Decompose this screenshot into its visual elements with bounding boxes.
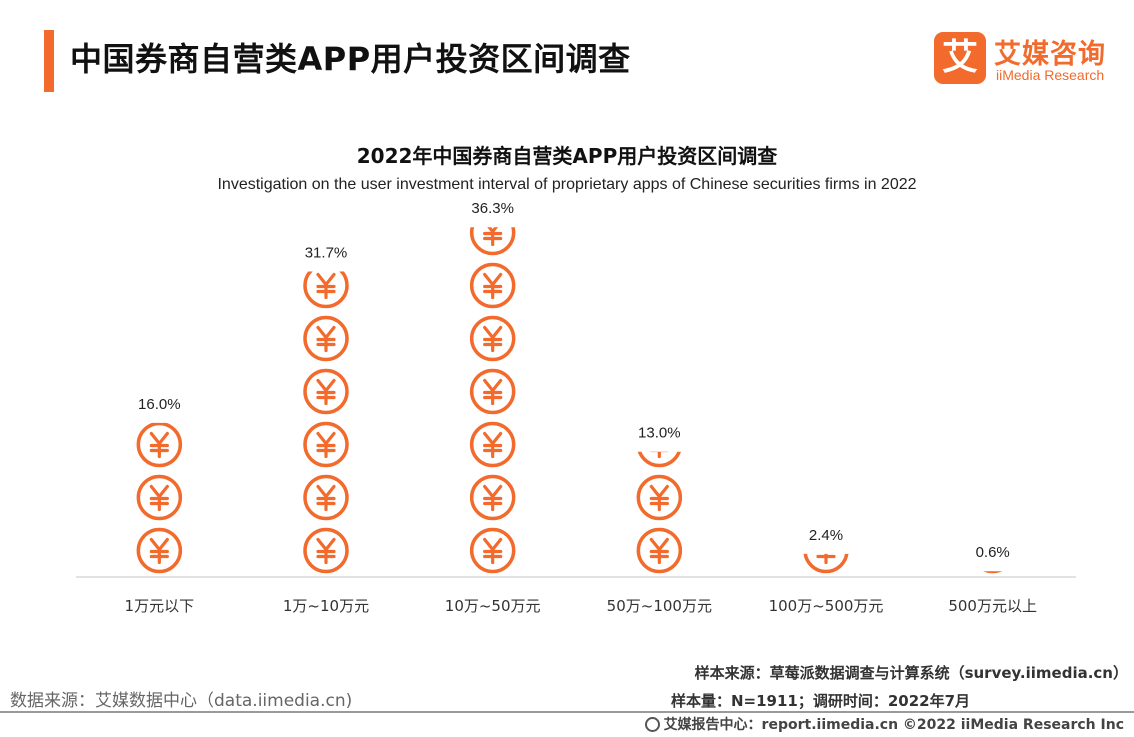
bar-3: [636, 451, 683, 574]
yuan-coin-icon: [469, 474, 516, 521]
bar-5: [983, 571, 1003, 574]
x-tick-label: 100万~500万元: [769, 597, 884, 615]
bar-1: [303, 271, 349, 574]
bar-0: [136, 422, 183, 574]
data-label: 13.0%: [638, 425, 681, 442]
x-tick-label: 500万元以上: [948, 597, 1037, 615]
yuan-coin-icon: [469, 527, 516, 574]
sample-size: 样本量：N=1911；调研时间：2022年7月: [671, 692, 971, 710]
logo-english-name: iiMedia Research: [996, 67, 1105, 83]
yuan-coin-icon: [136, 474, 183, 521]
data-source: 数据来源：艾媒数据中心（data.iimedia.cn): [10, 691, 353, 711]
x-tick-label: 50万~100万元: [607, 597, 712, 615]
title-accent-bar: [44, 30, 54, 92]
chart-title: 2022年中国券商自营类APP用户投资区间调查: [356, 144, 778, 168]
yuan-coin-icon: [636, 527, 683, 574]
yuan-coin-icon: [469, 315, 516, 362]
brand-logo: 艾 艾媒咨询 iiMedia Research: [934, 32, 1124, 88]
copyright-text: 艾媒报告中心：report.iimedia.cn ©2022 iiMedia R…: [663, 717, 1124, 733]
data-label: 2.4%: [809, 527, 843, 544]
yuan-coin-icon: [136, 422, 183, 468]
logo-chinese-name: 艾媒咨询: [994, 39, 1106, 70]
footer-copyright: 艾媒报告中心：report.iimedia.cn ©2022 iiMedia R…: [644, 714, 1124, 734]
yuan-coin-icon: [469, 227, 516, 256]
yuan-coin-icon: [803, 553, 849, 574]
chart-subtitle: Investigation on the user investment int…: [217, 176, 917, 193]
yuan-coin-icon: [303, 527, 349, 574]
yuan-coin-icon: [469, 368, 516, 415]
data-label: 36.3%: [471, 200, 514, 217]
yuan-coin-icon: [303, 368, 349, 415]
bar-4: [803, 553, 849, 574]
yuan-coin-icon: [636, 474, 683, 521]
yuan-coin-icon: [637, 451, 681, 468]
yuan-coin-icon: [303, 315, 349, 362]
yuan-coin-icon: [983, 571, 1003, 574]
yuan-coin-icon: [303, 474, 349, 521]
yuan-coin-icon: [469, 421, 516, 468]
data-label: 31.7%: [305, 245, 348, 262]
page-title: 中国券商自营类APP用户投资区间调查: [70, 40, 631, 78]
yuan-coin-icon: [303, 421, 349, 468]
yuan-coin-icon: [303, 271, 349, 309]
data-label: 16.0%: [138, 396, 181, 413]
data-label: 0.6%: [976, 544, 1010, 561]
logo-mark-icon: 艾: [934, 32, 986, 84]
sample-source: 样本来源：草莓派数据调查与计算系统（survey.iimedia.cn）: [694, 664, 1128, 682]
x-tick-label: 1万元以下: [125, 597, 195, 615]
yuan-coin-icon: [469, 262, 516, 309]
bar-2: [469, 227, 516, 574]
x-tick-label: 10万~50万元: [445, 597, 541, 615]
x-tick-label: 1万~10万元: [283, 597, 369, 615]
footer-divider: [0, 711, 1134, 713]
yuan-coin-icon: [136, 527, 183, 574]
globe-icon: [644, 717, 660, 732]
